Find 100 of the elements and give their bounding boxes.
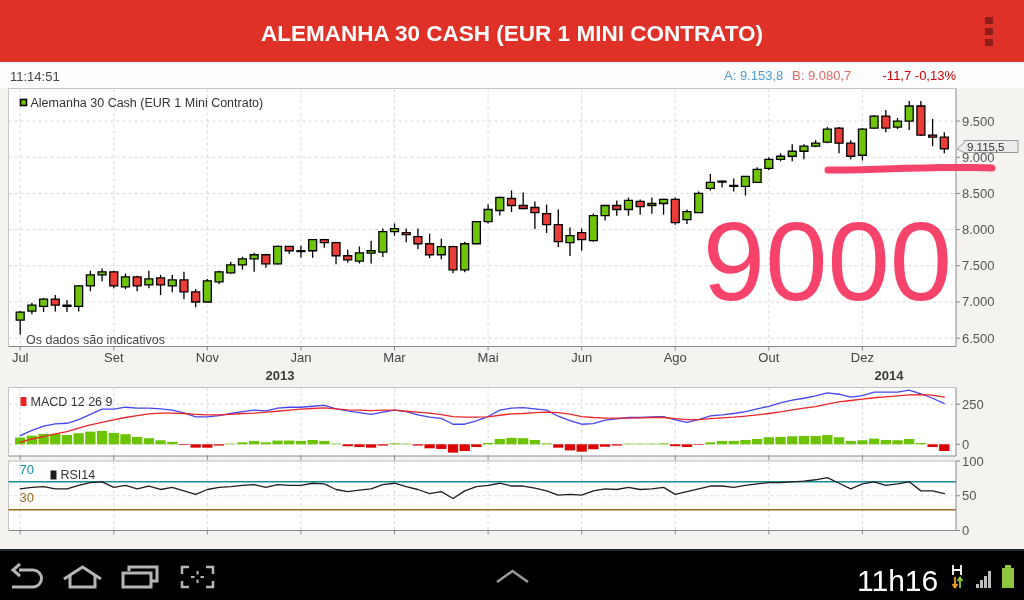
candlestick: [506, 189, 517, 213]
x-tick-label: Mar: [383, 350, 407, 365]
candlestick: [296, 245, 306, 259]
x-tick-label: Jan: [290, 350, 312, 365]
candlestick: [623, 196, 634, 217]
candlestick: [471, 220, 482, 246]
text: A: 9.153,8: [724, 68, 784, 83]
bar: [447, 444, 459, 453]
text: 2013: [265, 368, 295, 383]
candlestick: [495, 195, 505, 217]
bar: [681, 444, 693, 448]
candlestick: [272, 244, 283, 266]
candlestick: [448, 245, 458, 274]
candlestick: [764, 156, 774, 171]
x-tick-label: Jun: [571, 350, 593, 365]
text: 9.115,5: [967, 140, 1005, 153]
candlestick: [717, 179, 727, 189]
candlestick: [600, 204, 610, 222]
legend-label: Alemanha 30 Cash (EUR 1 Mini Contrato): [30, 95, 264, 110]
candlestick: [74, 284, 84, 313]
candlestick: [331, 241, 341, 265]
candlestick: [155, 274, 166, 296]
candlestick: [50, 294, 60, 313]
y-tick-label: 7.000: [962, 294, 995, 310]
y-tick-label: 100: [962, 453, 984, 469]
candlestick: [658, 197, 669, 216]
candlestick: [483, 203, 493, 225]
annotation: 9000: [702, 199, 952, 324]
candlestick: [97, 267, 107, 282]
candlestick: [191, 288, 201, 308]
candlestick: [892, 117, 903, 130]
x-tick-label: Set: [104, 350, 124, 365]
candlestick: [389, 222, 400, 237]
candlestick: [179, 271, 189, 300]
candlestick: [834, 126, 844, 154]
candlestick: [881, 109, 891, 133]
candlestick: [811, 139, 821, 148]
candlestick: [518, 191, 528, 211]
candlestick: [132, 275, 142, 292]
candlestick: [857, 127, 868, 162]
text: -11,7 -0,13%: [882, 68, 957, 83]
candlestick: [424, 233, 435, 259]
candlestick: [261, 253, 271, 269]
candlestick: [62, 299, 72, 313]
x-tick-label: Nov: [195, 350, 220, 365]
y-tick-label: 8.500: [962, 185, 995, 201]
candlestick: [460, 241, 470, 273]
candlestick: [284, 245, 294, 255]
candlestick: [378, 227, 388, 258]
chart-title: ALEMANHA 30 CASH (EUR 1 MINI CONTRATO): [260, 21, 764, 46]
candlestick: [27, 301, 37, 316]
y-tick-label: 7.500: [962, 258, 995, 274]
candlestick: [799, 143, 809, 160]
candlestick: [319, 238, 329, 249]
candlestick: [612, 199, 622, 217]
candlestick: [682, 208, 692, 225]
candlestick: [401, 227, 411, 244]
text: B: 9.080,7: [792, 68, 852, 83]
candlestick: [530, 200, 540, 230]
candlestick: [694, 190, 704, 214]
candlestick: [541, 203, 552, 234]
candlestick: [635, 198, 645, 216]
candlestick: [775, 152, 786, 162]
bar: [553, 444, 564, 448]
candlestick: [249, 252, 259, 273]
y-tick-label: 8.000: [962, 222, 995, 238]
candlestick: [752, 166, 762, 184]
candlestick: [38, 297, 49, 313]
candlestick: [413, 227, 423, 250]
candlestick: [939, 131, 949, 154]
candlestick: [822, 126, 832, 144]
candlestick: [214, 270, 224, 285]
candlestick: [85, 270, 96, 292]
line-series: [19, 393, 945, 444]
candlestick: [354, 245, 365, 265]
candlestick: [308, 238, 318, 259]
candlestick: [15, 310, 25, 336]
candlestick: [904, 100, 914, 131]
y-tick-label: 6.500: [962, 330, 995, 346]
y-tick-label: 9.500: [962, 113, 995, 129]
candlestick: [202, 278, 212, 304]
text: 11h16: [857, 564, 939, 597]
candlestick: [927, 118, 938, 147]
candlestick: [109, 270, 119, 289]
candlestick: [144, 270, 154, 289]
bar: [61, 434, 73, 445]
candlestick: [588, 212, 598, 243]
candlestick: [577, 227, 587, 252]
candlestick: [226, 261, 236, 275]
text: 2014: [874, 368, 905, 383]
annotation: Os dados são indicativos: [26, 332, 165, 347]
bar: [564, 444, 576, 451]
legend-label: RSI14: [60, 468, 96, 482]
line-series: [19, 389, 945, 437]
candlestick: [553, 208, 563, 248]
y-tick-label: 250: [962, 396, 984, 412]
candlestick: [565, 226, 575, 257]
candlestick: [343, 249, 353, 264]
candlestick: [916, 100, 926, 137]
candlestick: [787, 143, 797, 162]
